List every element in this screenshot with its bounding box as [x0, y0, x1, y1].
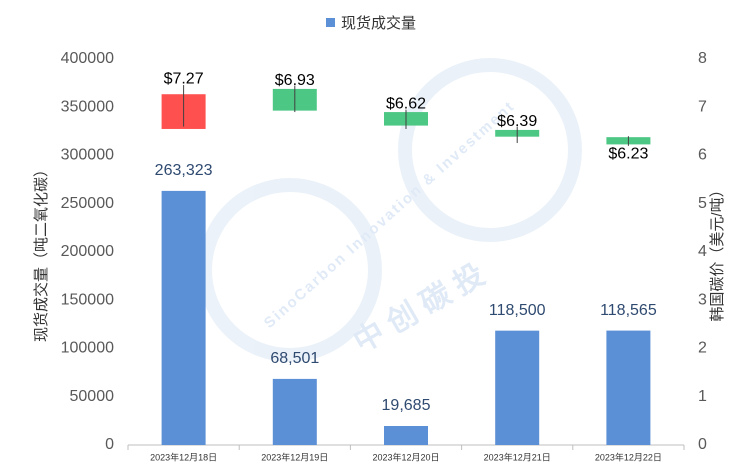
y-tick-label: 300000: [61, 147, 114, 164]
y2-tick-label: 7: [698, 98, 707, 115]
y2-tick-label: 8: [698, 50, 707, 67]
y-tick-label: 0: [105, 436, 114, 453]
bar: [606, 330, 651, 445]
y2-tick-label: 3: [698, 291, 707, 308]
y-tick-label: 200000: [61, 243, 114, 260]
bar: [495, 330, 540, 445]
legend-label: 现货成交量: [341, 14, 416, 32]
y2-tick-label: 1: [698, 388, 707, 405]
y-tick-label: 250000: [61, 195, 114, 212]
y-tick-label: 150000: [61, 291, 114, 308]
y-tick-label: 50000: [70, 388, 115, 405]
data-label: 118,565: [600, 302, 657, 319]
data-label: 263,323: [155, 162, 213, 179]
y2-tick-label: 2: [698, 340, 707, 357]
y-tick-label: 400000: [61, 50, 114, 67]
data-label: 118,500: [489, 302, 546, 319]
y2-tick-label: 0: [698, 436, 707, 453]
x-tick-label: 2023年12月22日: [595, 451, 662, 462]
y-tick-label: 100000: [61, 340, 114, 357]
legend-swatch: [326, 18, 335, 27]
bar: [161, 190, 206, 445]
bar: [272, 378, 317, 445]
data-label: 68,501: [270, 350, 319, 367]
candle-label: $6.23: [608, 146, 648, 163]
y-axis-title: 现货成交量（吨二氧化碳）: [32, 162, 50, 342]
x-tick-label: 2023年12月20日: [372, 451, 439, 462]
y2-tick-label: 5: [698, 195, 707, 212]
watermark-text: SinoCarbon Innovation & Investment: [261, 97, 519, 331]
candle-label: $6.93: [275, 72, 315, 89]
data-label: 19,685: [382, 397, 431, 414]
y2-tick-label: 4: [698, 243, 707, 260]
bar: [384, 426, 428, 445]
x-tick-label: 2023年12月21日: [484, 451, 551, 462]
y2-tick-label: 6: [698, 147, 707, 164]
x-tick-label: 2023年12月18日: [150, 451, 217, 462]
candle-label: $7.27: [164, 70, 204, 87]
y2-axis-title: 韩国碳价（美元/吨）: [709, 182, 726, 321]
x-tick-label: 2023年12月19日: [261, 451, 328, 462]
candle-label: $6.62: [386, 95, 426, 112]
y-tick-label: 350000: [61, 98, 114, 115]
watermark-ring: [398, 58, 582, 242]
candle-label: $6.39: [497, 113, 537, 130]
